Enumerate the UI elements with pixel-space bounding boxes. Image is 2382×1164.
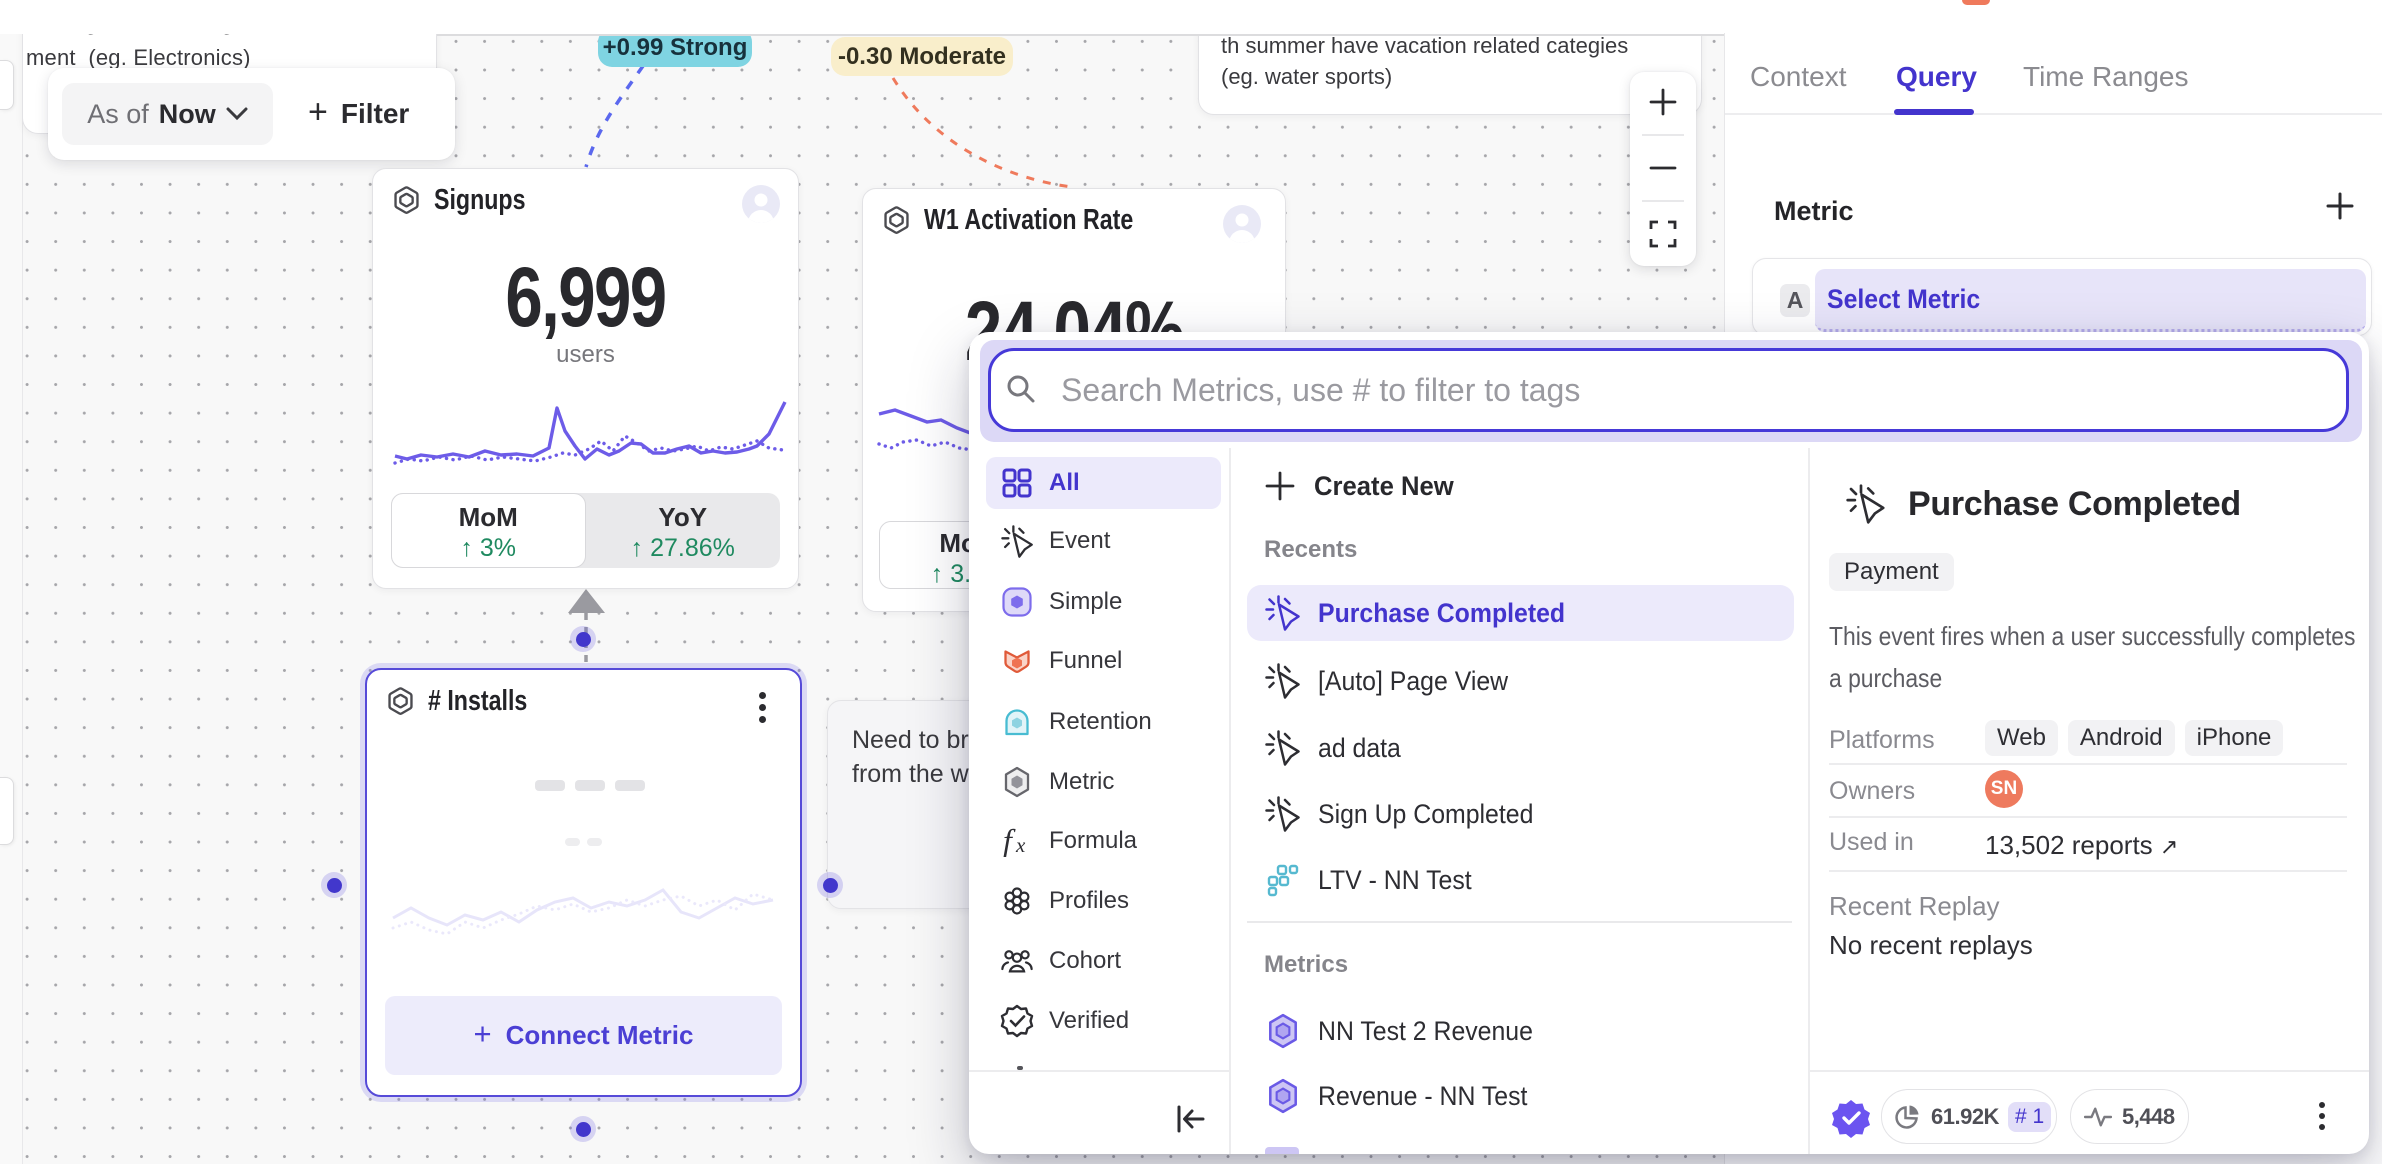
svg-text:f: f (1003, 825, 1016, 857)
svg-text:x: x (1015, 833, 1026, 857)
